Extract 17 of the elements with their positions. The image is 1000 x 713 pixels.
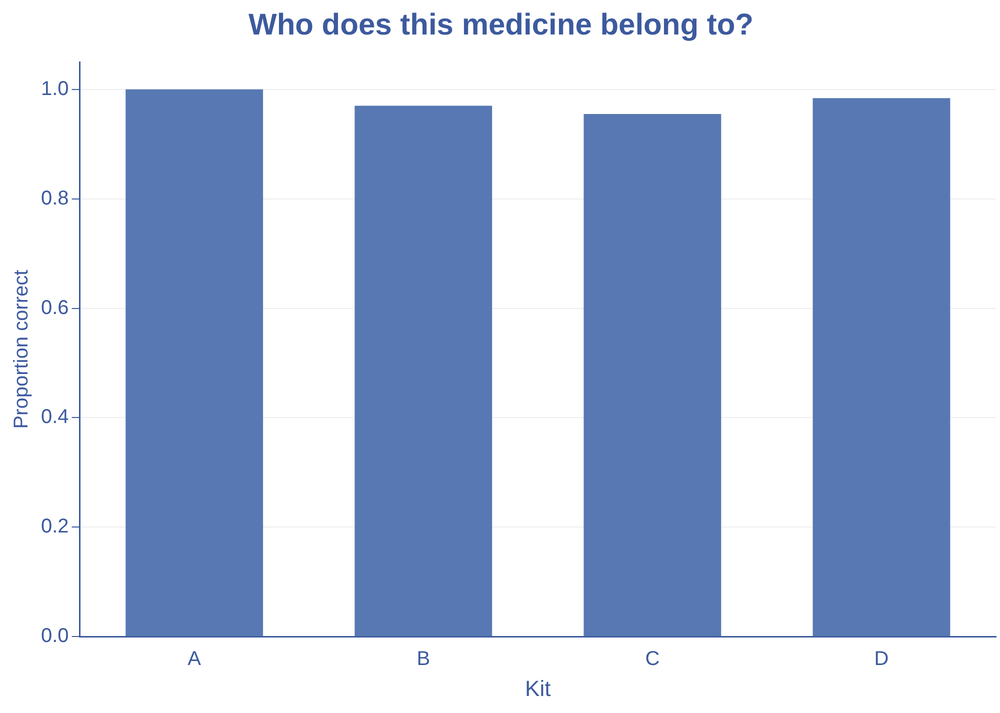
y-tick-label: 0.4: [40, 406, 69, 428]
x-tick-label: C: [645, 648, 660, 670]
y-tick-label: 0.6: [40, 296, 69, 319]
chart-title: Who does this medicine belong to?: [248, 8, 754, 42]
bar: [126, 89, 264, 636]
x-axis-title: Kit: [525, 676, 551, 701]
y-tick-label: 1.0: [40, 78, 69, 100]
bar: [354, 106, 492, 636]
y-tick-label: 0.2: [40, 516, 69, 538]
y-tick-label: 0.0: [40, 625, 69, 648]
bar: [584, 114, 722, 636]
y-axis-title: Proportion correct: [10, 269, 33, 429]
x-tick-label: B: [416, 648, 430, 670]
y-tick-label: 0.8: [40, 187, 69, 210]
x-tick-label: D: [874, 648, 889, 670]
bar: [812, 98, 950, 636]
x-tick-label: A: [188, 648, 202, 670]
